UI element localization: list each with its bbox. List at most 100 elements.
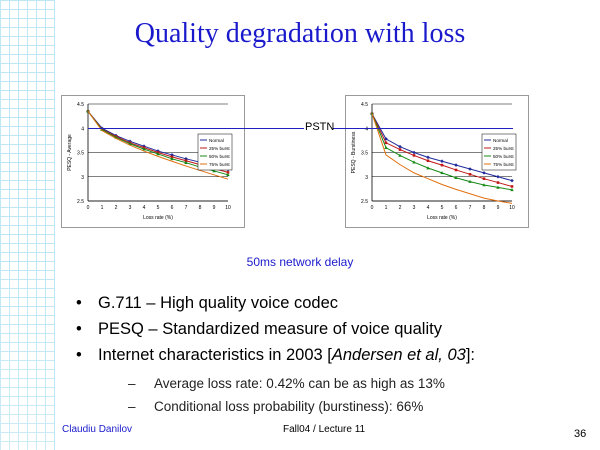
pstn-reference-line xyxy=(88,128,304,129)
data-point xyxy=(142,147,146,151)
data-point xyxy=(412,154,416,157)
data-point xyxy=(496,181,500,184)
data-point xyxy=(482,177,486,180)
y-tick-label: 4.5 xyxy=(77,102,84,108)
data-point xyxy=(184,159,188,163)
x-tick-label: 5 xyxy=(157,205,160,211)
data-point xyxy=(482,171,486,175)
sub-bullet-item: Average loss rate: 0.42% can be as high … xyxy=(126,372,445,395)
x-tick-label: 2 xyxy=(115,205,118,211)
data-point xyxy=(468,167,472,171)
data-point xyxy=(212,169,216,173)
pstn-reference-line-right xyxy=(333,128,513,129)
legend-entry: Normal xyxy=(493,138,508,143)
pesq-burstiness-chart-svg: 2.5 3 3.5 4 4.5 0 1 2 3 4 5 6 7 8 9 10 Loss rate (%) PESQ… xyxy=(351,102,517,221)
data-point xyxy=(398,153,402,157)
x-tick-label: 5 xyxy=(441,205,444,211)
data-point xyxy=(510,185,514,188)
series-line xyxy=(87,110,229,180)
x-tick-label: 0 xyxy=(371,205,374,211)
x-tick-label: 3 xyxy=(413,205,416,211)
x-tick-label: 1 xyxy=(385,205,388,211)
footer-author: Claudiu Danilov xyxy=(62,424,133,435)
x-tick-label: 1 xyxy=(101,205,104,211)
bullet-item: PESQ – Standardized measure of voice qua… xyxy=(74,316,594,342)
x-tick-label: 8 xyxy=(483,205,486,211)
x-tick-label: 7 xyxy=(469,205,472,211)
data-point xyxy=(170,153,174,157)
page-number: 36 xyxy=(574,428,587,440)
data-point xyxy=(384,145,388,149)
data-point xyxy=(384,141,388,145)
x-tick-label: 2 xyxy=(399,205,402,211)
x-axis-label: Loss rate (%) xyxy=(143,215,173,221)
pstn-label: PSTN xyxy=(305,121,335,133)
x-tick-label: 6 xyxy=(171,205,174,211)
data-point xyxy=(440,171,444,175)
data-point xyxy=(426,155,430,160)
legend-entry: 75% burst xyxy=(493,162,514,167)
data-point xyxy=(226,171,230,174)
data-point xyxy=(510,188,514,192)
y-tick-label: 4 xyxy=(365,126,368,132)
x-tick-label: 9 xyxy=(497,205,500,211)
bullet-item: G.711 – High quality voice codec xyxy=(74,290,594,316)
sub-bullet-item: Conditional loss probability (burstiness… xyxy=(126,395,445,418)
sub-bullet-list: Average loss rate: 0.42% can be as high … xyxy=(126,372,445,418)
y-tick-label: 2.5 xyxy=(361,199,368,205)
data-point xyxy=(468,173,472,176)
x-tick-label: 3 xyxy=(129,205,132,211)
data-point xyxy=(454,163,458,167)
data-point xyxy=(510,178,514,183)
footer-lecture: Fall04 / Lecture 11 xyxy=(283,424,366,435)
x-tick-label: 0 xyxy=(87,205,90,211)
data-point xyxy=(398,148,402,151)
slide-title: Quality degradation with loss xyxy=(134,18,466,49)
bullet-text: PESQ – Standardized measure of voice qua… xyxy=(98,320,442,338)
x-tick-label: 4 xyxy=(143,205,146,211)
x-tick-label: 7 xyxy=(185,205,188,211)
data-point xyxy=(454,168,458,172)
y-tick-label: 3 xyxy=(81,175,84,181)
y-tick-label: 2.5 xyxy=(77,199,84,205)
data-point xyxy=(128,139,132,144)
legend-entry: 50% burst xyxy=(493,154,514,159)
bullet-list: G.711 – High quality voice codec PESQ – … xyxy=(74,290,594,368)
data-point xyxy=(496,174,500,179)
x-tick-label: 8 xyxy=(199,205,202,211)
y-tick-label: 3.5 xyxy=(361,151,368,157)
data-point xyxy=(398,144,402,149)
y-tick-label: 4.5 xyxy=(361,102,368,108)
x-tick-label: 4 xyxy=(427,205,430,211)
pesq-burstiness-chart: 2.5 3 3.5 4 4.5 0 1 2 3 4 5 6 7 8 9 10 Loss rate (%) PESQ… xyxy=(345,95,529,228)
data-point xyxy=(170,157,174,161)
decorative-grid xyxy=(0,0,55,450)
data-point xyxy=(454,175,458,180)
data-point xyxy=(496,185,500,189)
bullet-item: Internet characteristics in 2003 [Anders… xyxy=(74,342,594,368)
data-point xyxy=(370,111,374,115)
legend-entry: 75% burst xyxy=(209,162,230,167)
data-point xyxy=(170,155,174,159)
citation: Andersen et al, 03 xyxy=(331,346,466,364)
legend-entry: 25% burst xyxy=(493,146,514,151)
data-point xyxy=(468,179,472,183)
data-point xyxy=(440,159,444,164)
bullet-text-post: ]: xyxy=(465,346,475,364)
y-axis-label: PESQ - Average xyxy=(67,134,73,171)
legend-entry: 50% burst xyxy=(209,154,230,159)
x-tick-label: 6 xyxy=(455,205,458,211)
pesq-average-chart: 2.5 3 3.5 4 4.5 0 1 2 3 4 5 6 7 8 9 10 Loss rate (%) PESQ… xyxy=(61,95,245,228)
data-point xyxy=(426,159,430,163)
legend-entry: 25% burst xyxy=(209,146,230,151)
y-tick-label: 4 xyxy=(81,126,84,132)
data-point xyxy=(426,166,430,170)
data-point xyxy=(412,150,416,155)
data-point xyxy=(482,183,486,187)
data-point xyxy=(440,163,444,167)
data-point xyxy=(184,160,188,164)
x-axis-label: Loss rate (%) xyxy=(427,215,457,221)
y-tick-label: 3.5 xyxy=(77,151,84,157)
data-point xyxy=(184,157,188,161)
legend-entry: Normal xyxy=(209,138,224,143)
